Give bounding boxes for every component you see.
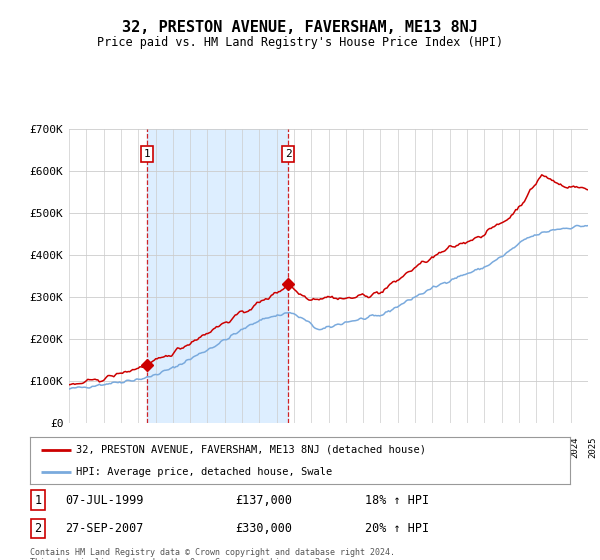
Text: 2014: 2014 <box>398 436 407 458</box>
Text: 2025: 2025 <box>588 436 597 458</box>
Text: 2010: 2010 <box>329 436 337 458</box>
Text: 2006: 2006 <box>259 436 268 458</box>
Text: 2000: 2000 <box>155 436 164 458</box>
Text: 2020: 2020 <box>502 436 511 458</box>
Text: Price paid vs. HM Land Registry's House Price Index (HPI): Price paid vs. HM Land Registry's House … <box>97 36 503 49</box>
Text: 32, PRESTON AVENUE, FAVERSHAM, ME13 8NJ (detached house): 32, PRESTON AVENUE, FAVERSHAM, ME13 8NJ … <box>76 445 426 455</box>
Text: 2018: 2018 <box>467 436 476 458</box>
Text: 2017: 2017 <box>449 436 458 458</box>
Text: 2008: 2008 <box>294 436 303 458</box>
Text: 2005: 2005 <box>242 436 251 458</box>
Text: 2012: 2012 <box>363 436 372 458</box>
Text: 2011: 2011 <box>346 436 355 458</box>
Text: 1998: 1998 <box>121 436 130 458</box>
Text: 2002: 2002 <box>190 436 199 458</box>
Text: 1996: 1996 <box>86 436 95 458</box>
Text: 2015: 2015 <box>415 436 424 458</box>
Text: 2: 2 <box>35 522 41 535</box>
Text: 27-SEP-2007: 27-SEP-2007 <box>65 522 143 535</box>
Bar <box>147 129 288 423</box>
Text: 2022: 2022 <box>536 436 545 458</box>
Text: 2009: 2009 <box>311 436 320 458</box>
Text: 1: 1 <box>143 149 150 159</box>
Text: 1: 1 <box>35 493 41 507</box>
Text: 1995: 1995 <box>69 436 78 458</box>
Text: 2021: 2021 <box>519 436 528 458</box>
Text: 1999: 1999 <box>138 436 147 458</box>
Text: 2023: 2023 <box>553 436 562 458</box>
Text: 2019: 2019 <box>484 436 493 458</box>
Text: 2004: 2004 <box>225 436 234 458</box>
Text: 32, PRESTON AVENUE, FAVERSHAM, ME13 8NJ: 32, PRESTON AVENUE, FAVERSHAM, ME13 8NJ <box>122 20 478 35</box>
Text: £330,000: £330,000 <box>235 522 292 535</box>
Text: 2001: 2001 <box>173 436 182 458</box>
Text: 2: 2 <box>285 149 292 159</box>
Text: 1997: 1997 <box>104 436 113 458</box>
Text: Contains HM Land Registry data © Crown copyright and database right 2024.
This d: Contains HM Land Registry data © Crown c… <box>30 548 395 560</box>
Text: £137,000: £137,000 <box>235 493 292 507</box>
Text: 2003: 2003 <box>208 436 217 458</box>
Text: HPI: Average price, detached house, Swale: HPI: Average price, detached house, Swal… <box>76 466 332 477</box>
Text: 2007: 2007 <box>277 436 286 458</box>
Text: 2013: 2013 <box>380 436 389 458</box>
Text: 2016: 2016 <box>433 436 442 458</box>
Text: 2024: 2024 <box>571 436 580 458</box>
Text: 18% ↑ HPI: 18% ↑ HPI <box>365 493 429 507</box>
Text: 20% ↑ HPI: 20% ↑ HPI <box>365 522 429 535</box>
Text: 07-JUL-1999: 07-JUL-1999 <box>65 493 143 507</box>
